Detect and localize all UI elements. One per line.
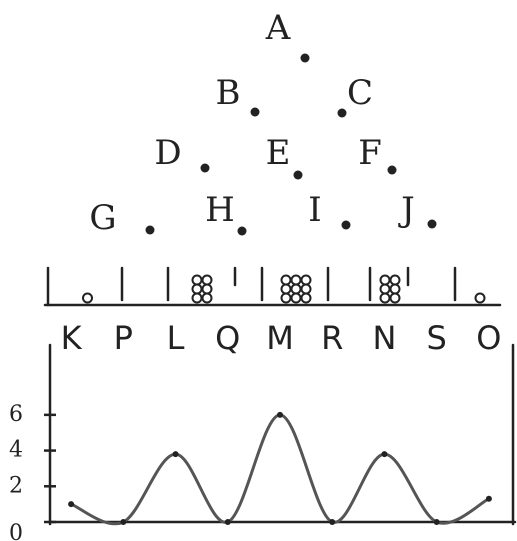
node-label: C (347, 73, 373, 113)
y-tick-label: 6 (9, 402, 23, 427)
curve-point (433, 519, 440, 525)
bin-dot (191, 274, 203, 286)
bin-dot (379, 292, 391, 304)
curve-point (120, 519, 127, 525)
curve-point (172, 451, 179, 458)
bin-dot (191, 283, 203, 295)
x-category-label: R (321, 319, 343, 357)
node-label: F (358, 133, 382, 173)
x-category-label: K (61, 319, 83, 357)
bin (191, 274, 213, 304)
bin-dot (201, 283, 213, 295)
bin-dot (191, 292, 203, 304)
y-tick-label: 2 (9, 473, 23, 498)
curve-point (68, 501, 75, 508)
node-label: J (398, 190, 415, 230)
x-category-label: Q (215, 319, 240, 357)
bin-dot (379, 274, 391, 286)
node-dot (293, 170, 303, 180)
curve-point (381, 451, 388, 458)
node-dot (237, 226, 247, 236)
node-label: E (266, 133, 291, 173)
node-label: B (216, 73, 241, 113)
node-label: D (154, 133, 181, 173)
node-dot (300, 53, 310, 63)
curve (70, 413, 490, 526)
bin (474, 292, 486, 304)
curve-point (329, 519, 336, 525)
y-tick-label: 4 (9, 438, 23, 463)
bin-dot (379, 283, 391, 295)
x-category-label: M (266, 319, 294, 357)
bin-dot (300, 283, 312, 295)
node-label: A (265, 8, 291, 48)
node-dot (250, 107, 260, 117)
bin-dot (280, 292, 292, 304)
bin-dot (201, 274, 213, 286)
node-label: I (308, 190, 321, 230)
bin-dot (290, 292, 302, 304)
bin-dot (300, 292, 312, 304)
bin-dot (280, 283, 292, 295)
x-category-label: N (372, 319, 396, 357)
bin-dot (290, 274, 302, 286)
bin-dot (201, 292, 213, 304)
bin-dot (474, 292, 486, 304)
node-dot (341, 220, 351, 230)
x-category-label: S (427, 319, 447, 357)
x-category-label: O (476, 319, 501, 357)
y-tick-label: 0 (9, 521, 23, 541)
node-dot (145, 225, 155, 235)
bin-dot (82, 292, 93, 304)
node-dot (200, 163, 210, 173)
curve-point (277, 411, 283, 418)
x-category-label: L (167, 319, 185, 357)
bin-dot (389, 283, 401, 295)
bin-dot (290, 283, 302, 295)
x-category-label: P (114, 319, 133, 357)
curve-point (485, 495, 492, 502)
bin-dot (280, 274, 292, 286)
bin (82, 292, 93, 304)
curve-point (224, 519, 231, 525)
bin-dot (389, 292, 401, 304)
node-dot (337, 108, 347, 118)
bin (379, 274, 401, 304)
bin-dot (300, 274, 312, 286)
node-label: G (89, 198, 116, 238)
bin-dot (389, 274, 401, 286)
node-label: H (205, 190, 235, 230)
bin (280, 274, 312, 304)
node-dot (387, 165, 397, 175)
node-dot (427, 219, 437, 229)
